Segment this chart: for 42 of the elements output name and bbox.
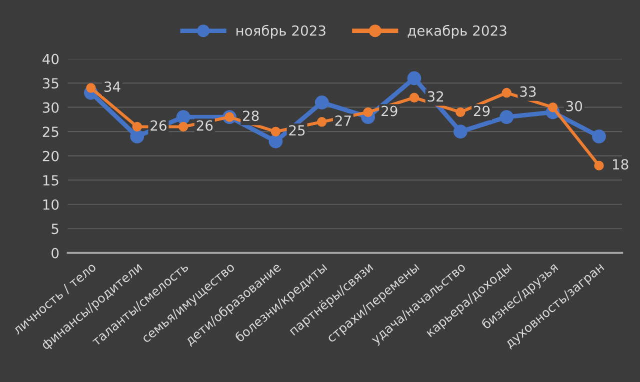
- point: [314, 96, 329, 110]
- point: [178, 122, 188, 132]
- point: [500, 110, 514, 124]
- y-tick-label: 5: [52, 224, 58, 234]
- y-tick-label: 20: [42, 150, 59, 162]
- point: [548, 102, 558, 112]
- y-tick-label: 40: [42, 54, 59, 64]
- point: [592, 130, 606, 144]
- data-label: 27: [335, 115, 351, 126]
- y-tick-label: 35: [42, 78, 58, 89]
- data-label: 33: [520, 86, 536, 97]
- data-label: 34: [104, 81, 120, 92]
- y-tick-label: 15: [43, 175, 58, 186]
- point: [268, 134, 283, 148]
- data-label: 29: [474, 106, 490, 116]
- legend-label: декабрь 2023: [408, 24, 506, 39]
- data-label: 26: [196, 120, 213, 131]
- data-label: 32: [428, 91, 444, 102]
- data-label: 25: [289, 125, 305, 136]
- data-label: 28: [243, 110, 259, 122]
- y-tick-label: 10: [43, 199, 59, 210]
- y-tick-label: 30: [42, 102, 59, 113]
- point: [594, 160, 604, 170]
- point: [409, 92, 420, 102]
- data-label: 18: [613, 159, 628, 170]
- point: [317, 117, 327, 127]
- data-label: 30: [566, 100, 582, 112]
- point: [130, 130, 144, 144]
- point: [363, 107, 373, 118]
- point: [132, 122, 142, 132]
- point: [453, 124, 468, 139]
- point: [86, 83, 96, 93]
- data-label: 29: [382, 106, 398, 116]
- y-tick-label: 0: [52, 248, 59, 258]
- data-label: 26: [150, 120, 166, 131]
- legend-label: ноябрь 2023: [236, 24, 326, 39]
- point: [270, 126, 281, 136]
- point: [502, 88, 512, 98]
- point: [407, 71, 422, 86]
- y-tick-label: 25: [42, 126, 58, 138]
- point: [176, 110, 190, 124]
- point: [456, 107, 466, 118]
